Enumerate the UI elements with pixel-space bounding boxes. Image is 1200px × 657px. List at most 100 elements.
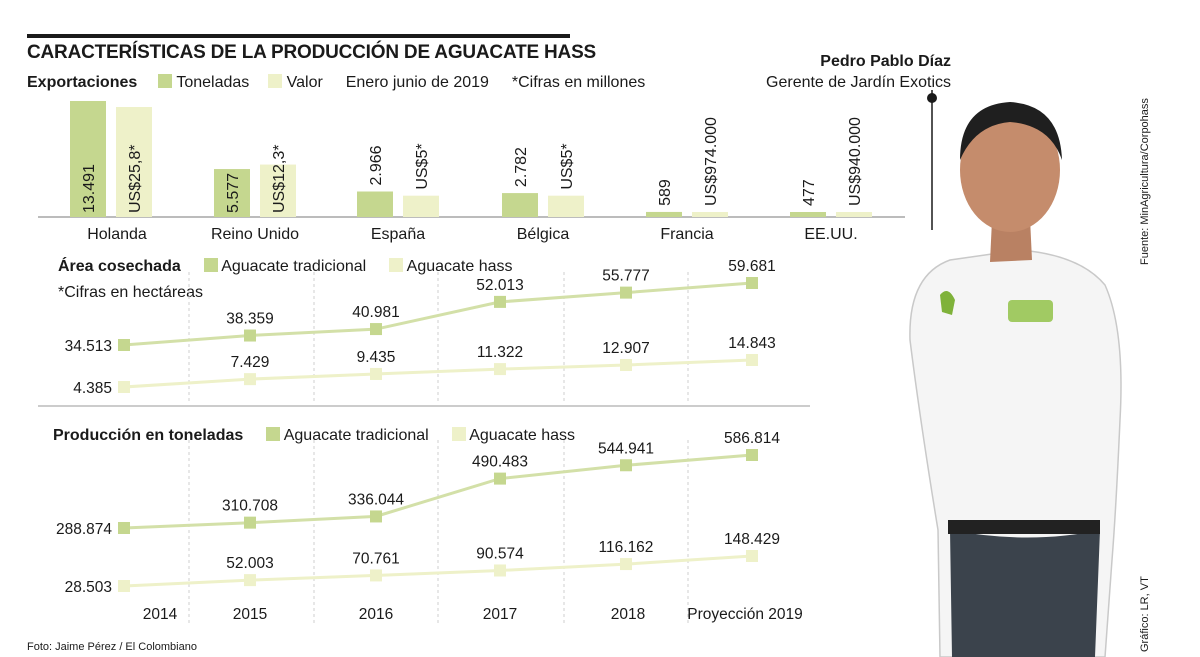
- bar-tons-label-1: 5.577: [225, 173, 242, 213]
- photo-credit: Foto: Jaime Pérez / El Colombiano: [27, 641, 197, 653]
- area-line-0: [123, 281, 753, 347]
- bar-tons-label-3: 2.782: [513, 147, 530, 187]
- prod-title: Producción en toneladas: [53, 427, 244, 444]
- trousers-shape: [950, 530, 1100, 657]
- area-label-1-1: 7.429: [231, 354, 270, 371]
- bar-value-2: [403, 195, 439, 217]
- prod-label-1-3: 90.574: [476, 545, 524, 562]
- bar-tons-4: [646, 211, 682, 217]
- prod-label-1-2: 70.761: [352, 550, 399, 567]
- bar-value-label-0: US$25,8*: [127, 145, 144, 214]
- prod-point-1-0: [118, 580, 130, 592]
- area-legend-trad: Aguacate tradicional: [221, 258, 367, 275]
- prod-swatch-trad: [266, 427, 281, 441]
- area-point-1-3: [494, 363, 506, 376]
- area-point-0-3: [494, 295, 506, 308]
- area-point-0-5: [746, 277, 758, 289]
- bar-value-1: [260, 164, 296, 217]
- area-swatch-trad: [203, 258, 218, 272]
- chart-title: CARACTERÍSTICAS DE LA PRODUCCIÓN DE AGUA…: [27, 42, 597, 63]
- prod-point-0-2: [370, 510, 382, 523]
- prod-point-0-1: [244, 516, 256, 529]
- millions-note: *Cifras en millones: [511, 74, 646, 91]
- bar-value-label-1: US$12,3*: [271, 145, 288, 214]
- exports-legend: Exportaciones Toneladas Valor Enero juni…: [27, 74, 645, 92]
- bar-value-5: [836, 212, 872, 217]
- area-line-1: [123, 358, 753, 389]
- prod-point-0-3: [494, 472, 506, 485]
- year-label-0: 2014: [143, 606, 178, 623]
- year-label-5: Proyección 2019: [687, 606, 802, 623]
- bar-value-3: [548, 195, 584, 217]
- prod-point-0-0: [118, 522, 130, 534]
- area-label-0-1: 38.359: [226, 311, 273, 328]
- bar-category-4: Francia: [660, 226, 713, 243]
- area-point-0-4: [620, 286, 632, 299]
- prod-legend-trad: Aguacate tradicional: [283, 427, 429, 444]
- area-swatch-hass: [389, 258, 404, 272]
- prod-legend: Producción en toneladas Aguacate tradici…: [53, 427, 575, 445]
- prod-label-1-5: 148.429: [724, 531, 780, 548]
- person-name: Pedro Pablo Díaz: [820, 53, 951, 70]
- area-label-0-5: 59.681: [728, 258, 775, 275]
- area-legend-hass: Aguacate hass: [406, 258, 513, 275]
- legend-swatch-tons: [158, 74, 173, 88]
- prod-point-1-5: [746, 550, 758, 562]
- bar-tons-label-4: 589: [657, 179, 674, 206]
- prod-label-0-1: 310.708: [222, 498, 278, 515]
- period-note: Enero junio de 2019: [345, 74, 489, 91]
- prod-line-1: [123, 554, 753, 588]
- bar-category-1: Reino Unido: [211, 226, 299, 243]
- area-label-0-2: 40.981: [352, 304, 399, 321]
- prod-line-0: [123, 453, 753, 530]
- year-label-3: 2017: [483, 606, 517, 623]
- area-point-1-5: [746, 354, 758, 366]
- bar-category-3: Bélgica: [517, 226, 570, 243]
- bar-tons-label-0: 13.491: [81, 164, 98, 213]
- prod-label-0-4: 544.941: [598, 440, 654, 457]
- bar-value-0: [116, 107, 152, 217]
- area-point-1-2: [370, 367, 382, 380]
- year-label-1: 2015: [233, 606, 267, 623]
- prod-point-1-4: [620, 558, 632, 571]
- area-point-1-1: [244, 373, 256, 386]
- area-label-1-2: 9.435: [357, 349, 396, 366]
- year-label-4: 2018: [611, 606, 645, 623]
- bar-tons-0: [70, 101, 106, 217]
- prod-label-0-2: 336.044: [348, 491, 404, 508]
- title-rule: [27, 34, 570, 38]
- exports-label: Exportaciones: [27, 74, 138, 91]
- prod-label-0-0: 288.874: [56, 521, 112, 538]
- shirt-logo-right: [1008, 300, 1053, 322]
- prod-point-1-2: [370, 569, 382, 582]
- area-label-1-0: 4.385: [73, 380, 112, 397]
- legend-swatch-value: [268, 74, 283, 88]
- area-label-1-3: 11.322: [477, 344, 523, 361]
- area-label-0-3: 52.013: [476, 277, 523, 294]
- area-label-0-0: 34.513: [65, 338, 112, 355]
- legend-tons-label: Toneladas: [176, 74, 250, 91]
- prod-label-0-3: 490.483: [472, 454, 528, 471]
- bar-value-label-3: US$5*: [559, 143, 576, 189]
- face-shape: [960, 108, 1060, 232]
- bar-value-label-2: US$5*: [414, 143, 431, 189]
- bar-category-0: Holanda: [87, 226, 147, 243]
- area-label-1-4: 12.907: [602, 340, 649, 357]
- area-note: *Cifras en hectáreas: [58, 284, 203, 301]
- bar-tons-1: [214, 169, 250, 217]
- area-point-0-2: [370, 323, 382, 336]
- prod-point-0-4: [620, 459, 632, 472]
- bar-category-5: EE.UU.: [804, 226, 857, 243]
- shirt-logo-left: [940, 291, 955, 315]
- area-title: Área cosechada: [58, 258, 181, 275]
- bar-value-label-5: US$940.000: [847, 117, 864, 206]
- person-photo: [909, 90, 1122, 657]
- prod-legend-hass: Aguacate hass: [469, 427, 576, 444]
- bar-tons-label-2: 2.966: [368, 145, 385, 185]
- year-label-2: 2016: [359, 606, 393, 623]
- prod-label-0-5: 586.814: [724, 430, 780, 447]
- belt-shape: [948, 520, 1100, 534]
- prod-point-0-5: [746, 449, 758, 461]
- bar-tons-5: [790, 212, 826, 217]
